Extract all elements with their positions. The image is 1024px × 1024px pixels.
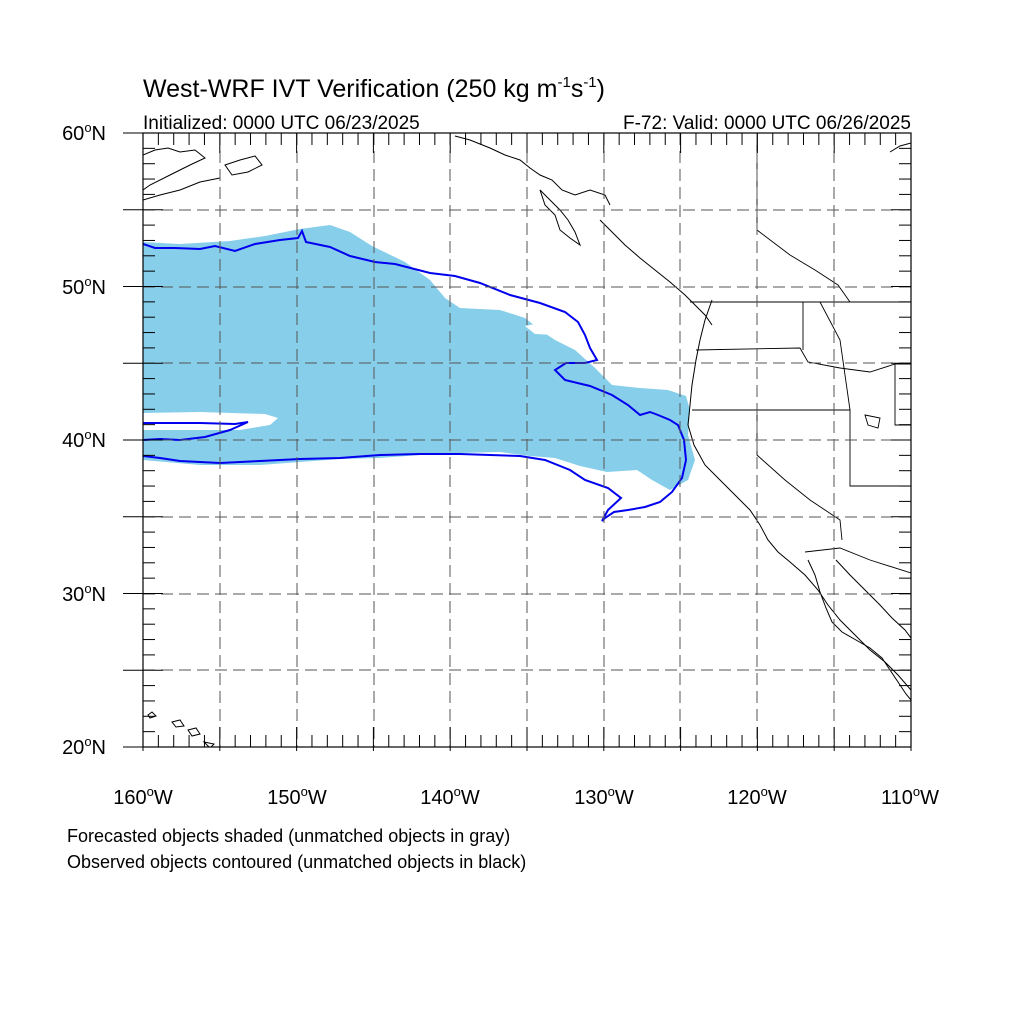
valid-time-label: F-72: Valid: 0000 UTC 06/26/2025	[623, 113, 911, 134]
tick-marks	[123, 132, 912, 751]
y-tick-labels: 60oN 50oN 40oN 30oN 20oN	[62, 120, 106, 759]
x-tick-labels: 160oW 150oW 140oW 130oW 120oW 110oW	[113, 784, 939, 809]
lat-lon-grid	[143, 133, 911, 747]
forecast-gap-north	[525, 322, 565, 335]
borders	[690, 133, 911, 574]
forecast-ivt-object	[143, 225, 695, 490]
legend-forecast-note: Forecasted objects shaded (unmatched obj…	[67, 826, 510, 846]
y-tick-label: 30oN	[62, 581, 106, 606]
legend-observed-note: Observed objects contoured (unmatched ob…	[67, 852, 526, 872]
x-tick-label: 150oW	[267, 784, 327, 809]
x-tick-label: 110oW	[881, 784, 939, 809]
observed-ivt-contour-lobe	[143, 421, 249, 442]
y-tick-label: 20oN	[62, 734, 106, 759]
x-tick-label: 130oW	[574, 784, 634, 809]
map-title: West-WRF IVT Verification (250 kg m-1s-1…	[143, 74, 605, 103]
coastlines	[143, 135, 911, 747]
y-tick-label: 50oN	[62, 274, 106, 299]
y-tick-label: 60oN	[62, 120, 106, 145]
forecast-gap-west	[143, 412, 278, 430]
x-tick-label: 160oW	[113, 784, 173, 809]
x-tick-label: 120oW	[727, 784, 787, 809]
y-tick-label: 40oN	[62, 427, 106, 452]
x-tick-label: 140oW	[420, 784, 480, 809]
init-time-label: Initialized: 0000 UTC 06/23/2025	[143, 113, 420, 134]
observed-ivt-contour	[143, 228, 688, 522]
